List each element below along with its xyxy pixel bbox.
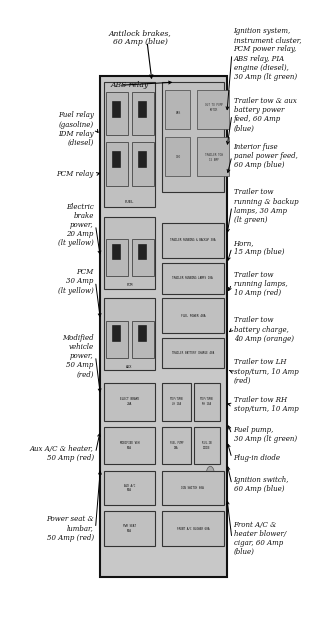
Bar	[104, 82, 155, 207]
Text: ELECT BRAKE
20A: ELECT BRAKE 20A	[120, 398, 139, 406]
Text: Ignition system,
instrument cluster,
PCM power relay,
ABS relay, PIA
engine (die: Ignition system, instrument cluster, PCM…	[233, 27, 301, 81]
Bar	[162, 383, 191, 421]
Bar	[162, 511, 223, 546]
Bar	[107, 320, 128, 358]
Bar	[112, 151, 121, 167]
Text: Fuel relay
(gasoline)
IDM relay
(diesel): Fuel relay (gasoline) IDM relay (diesel)	[58, 111, 94, 147]
Text: TRAILER TOW
15 AMP: TRAILER TOW 15 AMP	[205, 153, 222, 161]
Text: STOP/TURN
LH 10A: STOP/TURN LH 10A	[170, 398, 183, 406]
Text: Plug-in diode: Plug-in diode	[233, 454, 281, 462]
Bar	[104, 383, 155, 421]
Bar	[162, 82, 223, 192]
Bar	[107, 239, 128, 276]
Bar	[162, 427, 191, 464]
Bar	[104, 470, 155, 505]
Text: AUX A/C
50A: AUX A/C 50A	[124, 484, 135, 492]
Bar	[194, 427, 220, 464]
Text: Trailer tow RH
stop/turn, 10 Amp: Trailer tow RH stop/turn, 10 Amp	[233, 396, 298, 413]
Text: FUEL POWER 40A: FUEL POWER 40A	[181, 313, 205, 318]
Bar	[101, 76, 227, 577]
Text: Ignition switch,
60 Amp (blue): Ignition switch, 60 Amp (blue)	[233, 476, 289, 493]
Bar	[132, 320, 154, 358]
Bar	[138, 244, 146, 259]
Text: TRAILER RUNNING & BACKUP 30A: TRAILER RUNNING & BACKUP 30A	[170, 239, 215, 242]
Bar	[104, 298, 155, 371]
Text: PLUG-IN
DIODE: PLUG-IN DIODE	[202, 441, 212, 450]
Text: OUT TO PUMP
MOTOR: OUT TO PUMP MOTOR	[205, 103, 222, 112]
Text: ABS: ABS	[176, 112, 181, 116]
Bar	[132, 239, 154, 276]
Bar	[162, 263, 223, 294]
Circle shape	[206, 466, 214, 481]
Bar	[112, 325, 121, 341]
Text: Trailer tow
battery charge,
40 Amp (orange): Trailer tow battery charge, 40 Amp (oran…	[233, 317, 294, 343]
Bar	[104, 511, 155, 546]
Bar	[104, 427, 155, 464]
Bar	[112, 244, 121, 259]
Text: Trailer tow LH
stop/turn, 10 Amp
(red): Trailer tow LH stop/turn, 10 Amp (red)	[233, 359, 298, 385]
Text: ABS relay: ABS relay	[111, 81, 149, 89]
Bar	[132, 142, 154, 185]
Bar	[107, 92, 128, 136]
Text: Aux A/C & heater,
50 Amp (red): Aux A/C & heater, 50 Amp (red)	[30, 445, 94, 462]
Bar	[138, 325, 146, 341]
Bar	[194, 383, 220, 421]
Text: Power seat &
lumbar,
50 Amp (red): Power seat & lumbar, 50 Amp (red)	[46, 515, 94, 541]
Text: PCM: PCM	[126, 283, 133, 287]
Bar	[197, 138, 228, 176]
Text: Front A/C &
heater blower/
cigar, 60 Amp
(blue): Front A/C & heater blower/ cigar, 60 Amp…	[233, 521, 286, 556]
Text: Trailer tow
running & backup
lamps, 30 Amp
(lt green): Trailer tow running & backup lamps, 30 A…	[233, 188, 298, 224]
Bar	[165, 90, 190, 129]
Bar	[197, 90, 228, 129]
Bar	[112, 101, 121, 117]
Bar	[162, 338, 223, 368]
Text: TRAILER RUNNING LAMPS 10A: TRAILER RUNNING LAMPS 10A	[172, 276, 213, 280]
Text: Fuel pump,
30 Amp (lt green): Fuel pump, 30 Amp (lt green)	[233, 426, 297, 443]
Text: ISO: ISO	[176, 155, 181, 160]
Text: FUEL PUMP
30A: FUEL PUMP 30A	[170, 441, 183, 450]
Bar	[162, 223, 223, 257]
Text: PCM relay: PCM relay	[56, 170, 94, 178]
Text: Modified
vehicle
power,
50 Amp
(red): Modified vehicle power, 50 Amp (red)	[62, 333, 94, 379]
Text: Interior fuse
panel power feed,
60 Amp (blue): Interior fuse panel power feed, 60 Amp (…	[233, 143, 297, 170]
Text: TRAILER BATTERY CHARGE 40A: TRAILER BATTERY CHARGE 40A	[172, 351, 214, 355]
Bar	[162, 470, 223, 505]
Bar	[107, 142, 128, 185]
Text: FUEL: FUEL	[125, 200, 134, 204]
Text: Trailer tow
running lamps,
10 Amp (red): Trailer tow running lamps, 10 Amp (red)	[233, 271, 287, 297]
Text: Electric
brake
power,
20 Amp
(lt yellow): Electric brake power, 20 Amp (lt yellow)	[58, 203, 94, 247]
Text: Horn,
15 Amp (blue): Horn, 15 Amp (blue)	[233, 239, 284, 256]
Text: AUX: AUX	[126, 364, 133, 369]
Text: STOP/TURN
RH 10A: STOP/TURN RH 10A	[200, 398, 214, 406]
Bar	[104, 217, 155, 289]
Text: IGN SWITCH 60A: IGN SWITCH 60A	[181, 486, 204, 490]
Bar	[138, 151, 146, 167]
Text: MODIFIED VEH
50A: MODIFIED VEH 50A	[120, 441, 139, 450]
Text: Antilock brakes,
60 Amp (blue): Antilock brakes, 60 Amp (blue)	[109, 29, 172, 46]
Bar	[138, 101, 146, 117]
Text: FRONT A/C BLOWER 60A: FRONT A/C BLOWER 60A	[177, 527, 209, 531]
Bar	[165, 138, 190, 176]
Text: PWR SEAT
50A: PWR SEAT 50A	[123, 524, 136, 533]
Bar	[162, 298, 223, 333]
Text: Trailer tow & aux
battery power
feed, 60 Amp
(blue): Trailer tow & aux battery power feed, 60…	[233, 97, 296, 133]
Text: PCM
30 Amp
(lt yellow): PCM 30 Amp (lt yellow)	[58, 268, 94, 295]
Bar	[132, 92, 154, 136]
